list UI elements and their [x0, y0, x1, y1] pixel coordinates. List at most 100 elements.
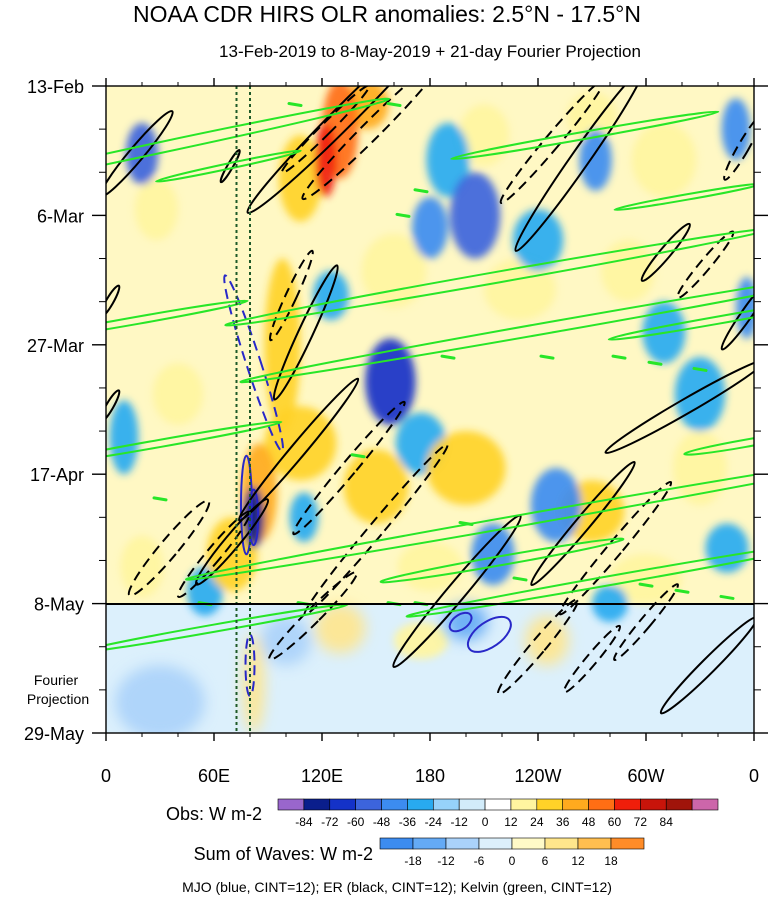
- anomaly-cell: [601, 240, 655, 302]
- kelvin-dash: [719, 594, 735, 600]
- waves-colorbar-cell: [577, 837, 612, 850]
- waves-colorbar-cell: [379, 837, 414, 850]
- obs-colorbar-tick: 12: [504, 815, 518, 829]
- waves-colorbar-tick: -18: [404, 854, 422, 868]
- kelvin-dash: [611, 354, 627, 360]
- kelvin-contour: [224, 227, 754, 327]
- y-tick-label: 6-Mar: [37, 206, 84, 226]
- anomaly-cell: [120, 535, 164, 598]
- er-contour: [237, 377, 360, 522]
- x-tick-label: 0: [749, 766, 759, 786]
- kelvin-dash: [386, 101, 402, 107]
- obs-colorbar-tick: 24: [530, 815, 544, 829]
- anomaly-cell: [721, 98, 751, 160]
- obs-colorbar-tick: -36: [399, 815, 417, 829]
- obs-colorbar-cell: [665, 798, 693, 811]
- er-contour: [723, 114, 754, 181]
- mjo-contour: [466, 615, 512, 653]
- kelvin-dash: [647, 360, 663, 366]
- kelvin-dash: [458, 520, 474, 526]
- kelvin-dash: [638, 582, 654, 588]
- er-contour: [558, 480, 673, 616]
- kelvin-contour: [106, 97, 391, 198]
- obs-colorbar-cell: [407, 798, 434, 811]
- anomaly-cell: [264, 406, 337, 481]
- obs-colorbar-cell: [614, 798, 641, 811]
- projection-cell: [115, 665, 205, 733]
- kelvin-dash: [512, 576, 528, 582]
- waves-colorbar-tick: -12: [437, 854, 455, 868]
- er-contour: [676, 230, 735, 299]
- waves-colorbar-tick: 12: [571, 854, 585, 868]
- obs-colorbar-tick: 84: [660, 815, 674, 829]
- anomaly-cell: [484, 258, 556, 321]
- er-contour: [659, 616, 754, 715]
- obs-colorbar-cell: [303, 798, 331, 811]
- er-contour: [176, 510, 252, 599]
- mjo-contour: [240, 454, 253, 556]
- obs-colorbar-label: Obs: W m-2: [166, 804, 262, 824]
- obs-colorbar-tick: -60: [347, 815, 365, 829]
- er-contour: [127, 499, 211, 597]
- x-tick-label: 60W: [627, 766, 664, 786]
- kelvin-dash: [539, 354, 555, 360]
- waves-colorbar-cell: [412, 837, 447, 850]
- waves-colorbar-label: Sum of Waves: W m-2: [194, 844, 373, 864]
- kelvin-dash: [287, 101, 303, 107]
- waves-colorbar-tick: 18: [604, 854, 618, 868]
- anomaly-cell: [631, 122, 697, 197]
- obs-colorbar-tick: 72: [634, 815, 648, 829]
- waves-colorbar-cell: [511, 837, 546, 850]
- anomaly-cell: [134, 178, 178, 241]
- waves-colorbar: -18 -12 -6 0 6 12 18: [379, 837, 645, 868]
- x-tick-label: 180: [415, 766, 445, 786]
- obs-colorbar-cell: [355, 798, 382, 811]
- er-contour: [268, 571, 358, 661]
- anomaly-cell: [449, 172, 501, 259]
- mjo-contour: [244, 633, 256, 698]
- y-tick-label: 29-May: [24, 724, 84, 744]
- er-contour: [640, 222, 691, 282]
- kelvin-contour: [450, 110, 720, 161]
- chart-title: NOAA CDR HIRS OLR anomalies: 2.5°N - 17.…: [133, 1, 641, 27]
- anomaly-cell: [705, 523, 749, 573]
- kelvin-contour: [379, 537, 625, 584]
- kelvin-dash: [350, 453, 366, 459]
- obs-colorbar-cell: [484, 798, 512, 811]
- kelvin-dash: [395, 212, 411, 218]
- kelvin-contour: [106, 420, 283, 467]
- er-contour: [613, 583, 679, 662]
- obs-colorbar-tick: -84: [295, 815, 313, 829]
- x-tick-label: 60E: [198, 766, 230, 786]
- anomaly-cell: [579, 129, 612, 191]
- waves-colorbar-tick: -6: [474, 854, 485, 868]
- anomaly-cell: [412, 196, 448, 259]
- projection-cell: [314, 603, 366, 653]
- obs-colorbar-tick: 60: [608, 815, 622, 829]
- kelvin-contour: [683, 431, 754, 456]
- y-tick-label: 17-Apr: [30, 465, 84, 485]
- projection-cell: [260, 615, 312, 666]
- kelvin-dash: [674, 588, 690, 594]
- kelvin-dash: [692, 366, 708, 372]
- wave-contours: [106, 86, 754, 715]
- y-tick-label: 27-Mar: [27, 336, 84, 356]
- er-contour: [499, 86, 606, 204]
- anomaly-cell: [512, 209, 564, 271]
- footnote: MJO (blue, CINT=12); ER (black, CINT=12)…: [182, 879, 612, 895]
- waves-colorbar-tick: 0: [509, 854, 516, 868]
- obs-colorbar-cell: [458, 798, 486, 811]
- axis-ticks: [92, 78, 768, 741]
- chart-subtitle: 13-Feb-2019 to 8-May-2019 + 21-day Fouri…: [219, 42, 641, 61]
- obs-colorbar-cell: [432, 798, 460, 811]
- obs-colorbar-tick: -48: [373, 815, 391, 829]
- er-contour: [562, 624, 622, 694]
- er-contour: [292, 400, 406, 536]
- er-contour: [268, 249, 314, 342]
- anomaly-cell: [426, 122, 470, 197]
- obs-colorbar-cell: [510, 798, 538, 811]
- kelvin-contour: [239, 269, 754, 384]
- anomaly-cell: [152, 363, 204, 425]
- er-contour: [303, 443, 449, 616]
